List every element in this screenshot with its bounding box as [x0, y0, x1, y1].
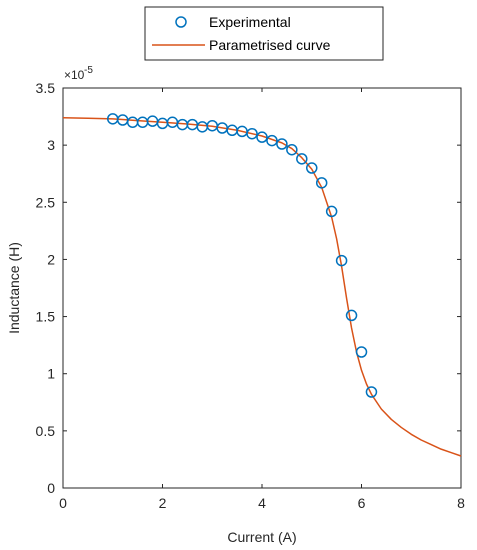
data-point-experimental — [355, 346, 368, 358]
curve-layer — [62, 116, 462, 457]
y-exponent: ×10 -5 — [64, 65, 93, 82]
y-tick-label: 1.5 — [36, 309, 56, 325]
data-point-experimental — [266, 134, 278, 147]
y-tick-label: 2 — [47, 251, 55, 267]
data-point-experimental — [276, 138, 288, 150]
legend-marker-experimental — [175, 16, 187, 28]
x-tick-label: 4 — [258, 495, 266, 511]
y-tick-label: 2.5 — [36, 194, 56, 210]
data-point-experimental — [246, 127, 258, 140]
data-point-experimental — [335, 254, 348, 267]
y-tick-label: 3.5 — [36, 80, 56, 96]
y-tick-label: 1 — [47, 366, 55, 382]
points-layer — [107, 113, 378, 398]
data-point-experimental — [256, 131, 268, 143]
x-tick-label: 2 — [159, 495, 167, 511]
series-line-parametrised-curve — [62, 116, 462, 457]
legend-box — [144, 6, 384, 61]
x-tick-label: 0 — [59, 495, 67, 511]
y-axis-label: Inductance (H) — [6, 242, 22, 334]
x-ticks: 0 2 4 6 8 — [59, 88, 465, 511]
data-point-experimental — [365, 386, 378, 398]
y-tick-label: 0.5 — [36, 423, 56, 439]
y-tick-label: 0 — [47, 480, 55, 496]
y-exponent-base: ×10 — [64, 68, 85, 82]
legend: Experimental Parametrised curve — [144, 6, 384, 61]
x-axis-label: Current (A) — [227, 529, 296, 545]
data-point-experimental — [306, 162, 318, 174]
legend-label-curve: Parametrised curve — [209, 37, 331, 53]
y-exponent-power: -5 — [84, 65, 93, 76]
data-point-experimental — [315, 177, 328, 189]
y-tick-label: 3 — [47, 137, 55, 153]
y-ticks: 0 0.5 1 1.5 2 2.5 3 3.5 — [36, 80, 461, 496]
x-tick-label: 6 — [358, 495, 366, 511]
data-point-experimental — [296, 153, 308, 165]
data-point-experimental — [286, 143, 298, 156]
legend-label-experimental: Experimental — [209, 14, 291, 30]
data-point-experimental — [345, 309, 358, 322]
data-point-experimental — [325, 205, 338, 218]
x-tick-label: 8 — [457, 495, 465, 511]
